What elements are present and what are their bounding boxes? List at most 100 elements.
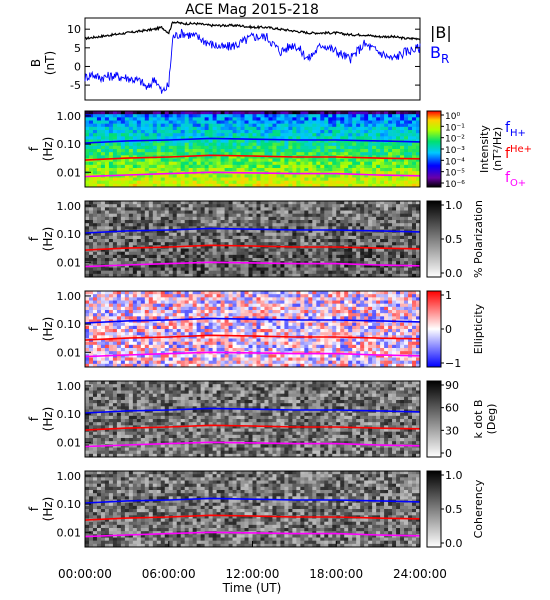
spectrogram-cell	[224, 360, 229, 365]
spectrogram-cell	[272, 270, 277, 275]
spectrogram-cell	[116, 261, 122, 265]
spectrogram-cell	[216, 254, 221, 259]
spectrogram-cell	[220, 164, 225, 169]
spectrogram-cell	[196, 145, 201, 150]
spectrogram-cell	[400, 251, 405, 256]
spectrogram-cell	[304, 207, 309, 211]
spectrogram-cell	[400, 164, 405, 169]
spectrogram-cell	[324, 210, 329, 214]
spectrogram-cell	[340, 149, 345, 153]
spectrogram-cell	[100, 300, 106, 304]
spectrogram-cell	[292, 120, 297, 124]
spectrogram-cell	[368, 248, 373, 252]
spectrogram-cell	[196, 297, 201, 301]
spectrogram-cell	[136, 117, 142, 121]
spectrogram-cell	[152, 351, 158, 355]
spectrogram-cell	[232, 155, 237, 159]
spectrogram-cell	[152, 291, 158, 295]
spectrogram-cell	[212, 201, 217, 205]
spectrogram-cell	[108, 201, 114, 205]
spectrogram-cell	[388, 133, 393, 137]
spectrogram-cell	[140, 158, 146, 162]
spectrogram-cell	[220, 354, 225, 358]
spectrogram-cell	[264, 251, 269, 256]
spectrogram-cell	[96, 164, 102, 169]
spectrogram-cell	[188, 344, 193, 349]
spectrogram-cell	[132, 360, 138, 365]
spectrogram-cell	[192, 161, 197, 166]
spectrogram-cell	[392, 242, 397, 246]
spectrogram-cell	[180, 223, 185, 227]
spectrogram-cell	[292, 123, 297, 128]
spectrogram-cell	[216, 183, 221, 188]
spectrogram-cell	[220, 267, 225, 271]
spectrogram-cell	[176, 123, 182, 128]
spectrogram-cell	[216, 232, 221, 237]
spectrogram-cell	[296, 123, 301, 128]
spectrogram-cell	[240, 245, 245, 249]
spectrogram-cell	[144, 171, 150, 175]
spectrogram-cell	[344, 270, 349, 275]
spectrogram-cell	[172, 357, 178, 361]
spectrogram-cell	[188, 297, 193, 301]
spectrogram-cell	[304, 270, 309, 275]
spectrogram-cell	[216, 313, 221, 317]
spectrogram-cell	[368, 270, 373, 275]
spectrogram-cell	[196, 111, 201, 115]
spectrogram-cell	[244, 111, 249, 115]
spectrogram-cell	[352, 177, 357, 181]
spectrogram-cell	[88, 226, 94, 230]
spectrogram-cell	[380, 117, 385, 121]
spectrogram-cell	[140, 149, 146, 153]
spectrogram-cell	[256, 111, 261, 115]
spectrogram-cell	[156, 226, 162, 230]
spectrogram-cell	[320, 158, 325, 162]
spectrogram-cell	[96, 130, 102, 134]
spectrogram-cell	[348, 149, 353, 153]
spectrogram-cell	[112, 133, 118, 137]
spectrogram-cell	[220, 213, 225, 218]
spectrogram-cell	[308, 207, 313, 211]
spectrogram-cell	[220, 180, 225, 185]
spectrogram-cell	[132, 245, 138, 249]
spectrogram-cell	[128, 310, 134, 314]
spectrogram-cell	[100, 251, 106, 256]
spectrogram-cell	[164, 201, 170, 205]
spectrogram-cell	[276, 111, 281, 115]
spectrogram-cell	[272, 114, 277, 118]
spectrogram-cell	[128, 303, 134, 308]
spectrogram-cell	[88, 177, 94, 181]
spectrogram-cell	[364, 267, 369, 271]
spectrogram-cell	[204, 235, 209, 240]
spectrogram-cell	[208, 229, 213, 233]
spectrogram-cell	[100, 126, 106, 131]
spectrogram-cell	[128, 245, 134, 249]
spectrogram-cell	[384, 161, 389, 166]
spectrogram-cell	[380, 145, 385, 150]
spectrogram-cell	[172, 341, 178, 346]
spectrogram-cell	[108, 136, 114, 140]
spectrogram-cell	[380, 201, 385, 205]
colorbar-tick-label: 10⁻⁴	[445, 157, 465, 167]
spectrogram-cell	[312, 139, 317, 143]
b-ytick-label: -5	[70, 79, 81, 92]
spectrogram-cell	[224, 300, 229, 304]
spectrogram-cell	[232, 149, 237, 153]
spectrogram-cell	[288, 161, 293, 166]
spectrogram-cell	[152, 133, 158, 137]
spectrogram-cell	[156, 235, 162, 240]
spectrogram-cell	[276, 258, 281, 262]
spectrogram-cell	[264, 111, 269, 115]
spectrogram-cell	[172, 152, 178, 156]
spectrogram-cell	[85, 335, 90, 339]
spectrogram-cell	[200, 123, 205, 128]
spectrogram-cell	[240, 126, 245, 131]
spectrogram-cell	[132, 123, 138, 128]
spectrogram-cell	[348, 270, 353, 275]
spectrogram-cell	[256, 223, 261, 227]
spectrogram-cell	[176, 117, 182, 121]
spectrogram-cell	[380, 183, 385, 188]
spectrogram-cell	[156, 329, 162, 333]
spectrogram-cell	[116, 117, 122, 121]
spectrogram-cell	[364, 261, 369, 265]
